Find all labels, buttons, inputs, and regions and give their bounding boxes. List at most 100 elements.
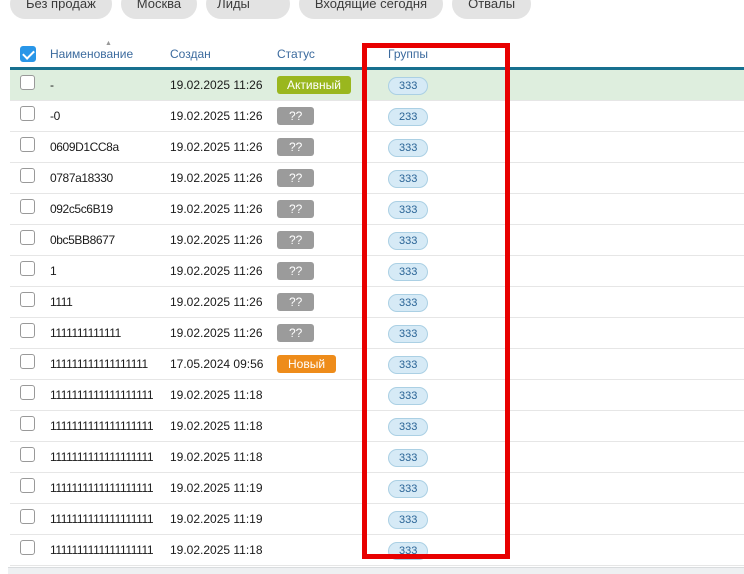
row-status-cell: ?? [277, 293, 388, 311]
row-name: 0609D1CC8a [50, 140, 119, 154]
row-checkbox-cell [10, 447, 50, 467]
table-row[interactable]: 0bc5BB8677 19.02.2025 11:26 ?? 333 [10, 225, 744, 256]
row-checkbox[interactable] [20, 292, 35, 307]
row-name: 1111111111111111111 [50, 419, 154, 433]
row-status-cell: ?? [277, 169, 388, 187]
row-checkbox[interactable] [20, 323, 35, 338]
row-groups-cell: 333 [388, 386, 744, 405]
table-row[interactable]: - 19.02.2025 11:26 Активный 333 [10, 70, 744, 101]
row-checkbox[interactable] [20, 416, 35, 431]
bottom-scroll-strip[interactable] [8, 567, 744, 574]
row-checkbox[interactable] [20, 478, 35, 493]
filter-tabs-bar: Без продаж Москва Лиды Входящие сегодня … [10, 0, 744, 19]
row-name: -0 [50, 109, 60, 123]
table-row[interactable]: 0609D1CC8a 19.02.2025 11:26 ?? 333 [10, 132, 744, 163]
row-created-date: 19.02.2025 11:26 [170, 202, 263, 216]
row-checkbox-cell [10, 540, 50, 560]
row-groups-cell: 333 [388, 510, 744, 529]
row-checkbox[interactable] [20, 230, 35, 245]
row-name: - [50, 78, 54, 92]
group-pill: 333 [388, 386, 429, 405]
table-row[interactable]: 1111111111111 19.02.2025 11:26 ?? 333 [10, 318, 744, 349]
status-badge: Новый [277, 355, 337, 373]
row-status-cell: Новый [277, 355, 388, 373]
column-header-name-label: Наименование [50, 46, 134, 61]
sort-asc-icon: ▲ [105, 40, 112, 47]
tab-vhodyashchie-segodnya[interactable]: Входящие сегодня [298, 0, 444, 19]
row-checkbox-cell [10, 199, 50, 219]
row-name: 1111111111111111111 [50, 388, 154, 402]
row-groups-cell: 333 [388, 479, 744, 498]
row-groups-cell: 333 [388, 293, 744, 312]
table-row[interactable]: 092c5c6B19 19.02.2025 11:26 ?? 333 [10, 194, 744, 225]
row-checkbox[interactable] [20, 75, 35, 90]
status-badge: ?? [277, 293, 315, 311]
tab-lidy[interactable]: Лиды [206, 0, 290, 19]
row-created-date: 19.02.2025 11:26 [170, 140, 263, 154]
row-checkbox[interactable] [20, 106, 35, 121]
row-created-date: 19.02.2025 11:26 [170, 264, 263, 278]
group-pill: 333 [388, 200, 429, 219]
row-checkbox-cell [10, 323, 50, 343]
row-created-date: 19.02.2025 11:18 [170, 450, 263, 464]
group-pill: 333 [388, 479, 429, 498]
row-name: 1111111111111111111 [50, 481, 154, 495]
row-checkbox[interactable] [20, 137, 35, 152]
row-groups-cell: 333 [388, 355, 744, 374]
row-checkbox[interactable] [20, 261, 35, 276]
row-checkbox[interactable] [20, 509, 35, 524]
row-checkbox-cell [10, 385, 50, 405]
row-groups-cell: 333 [388, 448, 744, 467]
row-checkbox-cell [10, 416, 50, 436]
row-checkbox-cell [10, 509, 50, 529]
column-header-name[interactable]: ▲ Наименование [50, 40, 170, 67]
row-name: 0787a18330 [50, 171, 113, 185]
row-status-cell: Активный [277, 76, 388, 94]
row-checkbox[interactable] [20, 354, 35, 369]
row-created-date: 19.02.2025 11:18 [170, 419, 263, 433]
table-row[interactable]: 1111111111111111111 19.02.2025 11:18 333 [10, 442, 744, 473]
table-row[interactable]: 1111111111111111111 19.02.2025 11:19 333 [10, 504, 744, 535]
table-row[interactable]: 1111111111111111111 19.02.2025 11:18 333 [10, 535, 744, 566]
row-created-date: 19.02.2025 11:26 [170, 109, 263, 123]
row-checkbox-cell [10, 261, 50, 281]
row-created-date: 19.02.2025 11:26 [170, 295, 263, 309]
row-created-date: 19.02.2025 11:19 [170, 481, 263, 495]
row-checkbox[interactable] [20, 447, 35, 462]
table-row[interactable]: 1111111111111111111 19.02.2025 11:18 333 [10, 411, 744, 442]
row-checkbox-cell [10, 106, 50, 126]
column-header-created[interactable]: Создан [170, 40, 277, 67]
table-row[interactable]: -0 19.02.2025 11:26 ?? 233 [10, 101, 744, 132]
group-pill: 333 [388, 417, 429, 436]
column-header-groups[interactable]: Группы [388, 40, 744, 67]
leads-table: ▲ Наименование Создан Статус Группы - 19… [10, 40, 744, 566]
select-all-checkbox[interactable] [20, 45, 36, 62]
row-checkbox[interactable] [20, 385, 35, 400]
tab-otvaly[interactable]: Отвалы [452, 0, 532, 19]
row-status-cell: ?? [277, 231, 388, 249]
group-pill: 333 [388, 138, 429, 157]
status-badge: ?? [277, 138, 315, 156]
row-name: 1111111111111111111 [50, 512, 154, 526]
table-row[interactable]: 111111111111111111 17.05.2024 09:56 Новы… [10, 349, 744, 380]
row-checkbox[interactable] [20, 199, 35, 214]
status-badge: ?? [277, 231, 315, 249]
row-groups-cell: 333 [388, 200, 744, 219]
table-row[interactable]: 1111111111111111111 19.02.2025 11:18 333 [10, 380, 744, 411]
row-status-cell: ?? [277, 107, 388, 125]
row-checkbox[interactable] [20, 540, 35, 555]
table-row[interactable]: 1111 19.02.2025 11:26 ?? 333 [10, 287, 744, 318]
row-name: 1 [50, 264, 57, 278]
table-row[interactable]: 1 19.02.2025 11:26 ?? 333 [10, 256, 744, 287]
row-status-cell: ?? [277, 138, 388, 156]
tab-moskva[interactable]: Москва [120, 0, 198, 19]
table-row[interactable]: 1111111111111111111 19.02.2025 11:19 333 [10, 473, 744, 504]
row-checkbox-cell [10, 137, 50, 157]
status-badge: Активный [277, 76, 351, 94]
row-checkbox-cell [10, 478, 50, 498]
column-header-status[interactable]: Статус [277, 40, 388, 67]
row-checkbox[interactable] [20, 168, 35, 183]
tab-bez-prodazh[interactable]: Без продаж [10, 0, 112, 19]
status-badge: ?? [277, 262, 315, 280]
table-row[interactable]: 0787a18330 19.02.2025 11:26 ?? 333 [10, 163, 744, 194]
